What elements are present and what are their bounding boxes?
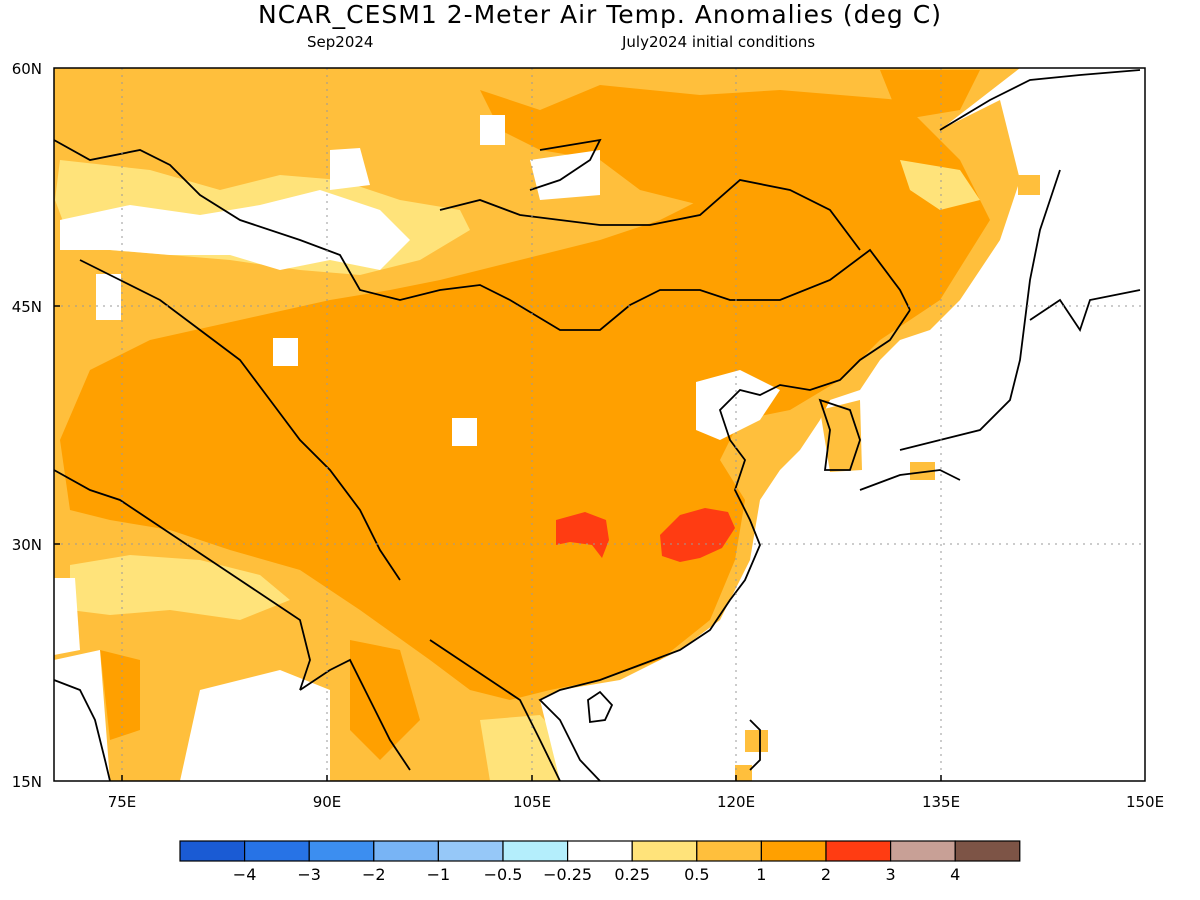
- lon-axis-labels: 75E 90E 105E 120E 135E 150E: [108, 793, 1164, 811]
- colorbar-label: 4: [950, 865, 960, 884]
- colorbar-swatch: [437, 840, 504, 862]
- colorbar-label: 0.5: [684, 865, 709, 884]
- colorbar-swatch: [179, 840, 246, 862]
- colorbar: −4 −3 −2 −1 −0.5 −0.25 0.25 0.5 1 2 3 4: [179, 840, 1021, 884]
- colorbar-swatch: [244, 840, 310, 862]
- colorbar-swatch: [631, 840, 698, 862]
- colorbar-label: 3: [886, 865, 896, 884]
- colorbar-swatch: [954, 840, 1021, 862]
- colorbar-swatch: [696, 840, 762, 862]
- colorbar-label: −1: [427, 865, 451, 884]
- colorbar-label: −0.5: [484, 865, 523, 884]
- lon-tick-label: 75E: [108, 793, 137, 811]
- lon-tick-label: 135E: [922, 793, 960, 811]
- lon-tick-label: 90E: [313, 793, 342, 811]
- map-title: NCAR_CESM1 2-Meter Air Temp. Anomalies (…: [258, 0, 942, 29]
- colorbar-label: 1: [756, 865, 766, 884]
- colorbar-label: −3: [297, 865, 321, 884]
- colorbar-swatch: [308, 840, 375, 862]
- colorbar-swatch: [825, 840, 892, 862]
- anomaly-region-0.5-to-1-islands: [735, 175, 1040, 781]
- colorbar-swatch: [566, 840, 633, 862]
- colorbar-label: 0.25: [614, 865, 650, 884]
- lon-tick-label: 120E: [717, 793, 755, 811]
- colorbar-swatch: [502, 840, 569, 862]
- lat-tick-label: 15N: [12, 773, 42, 791]
- lat-tick-label: 60N: [12, 60, 42, 78]
- lat-tick-label: 30N: [12, 536, 42, 554]
- lat-axis-labels: 60N 45N 30N 15N: [12, 60, 42, 791]
- coastlines: [54, 69, 1141, 781]
- colorbar-label: −4: [233, 865, 257, 884]
- colorbar-label: 2: [821, 865, 831, 884]
- colorbar-swatch: [889, 840, 956, 862]
- initial-conditions: July2024 initial conditions: [622, 33, 816, 51]
- colorbar-swatch: [373, 840, 439, 862]
- map-ticks: [54, 305, 942, 781]
- colorbar-swatch: [760, 840, 827, 862]
- colorbar-label: −0.25: [543, 865, 592, 884]
- lon-tick-label: 105E: [513, 793, 551, 811]
- forecast-month: Sep2024: [307, 33, 374, 51]
- lat-tick-label: 45N: [12, 298, 42, 316]
- anomaly-field: [54, 68, 1145, 781]
- lon-tick-label: 150E: [1126, 793, 1164, 811]
- map-frame: [53, 67, 1146, 782]
- anomaly-region-2-to-3: [556, 508, 735, 562]
- colorbar-label: −2: [362, 865, 386, 884]
